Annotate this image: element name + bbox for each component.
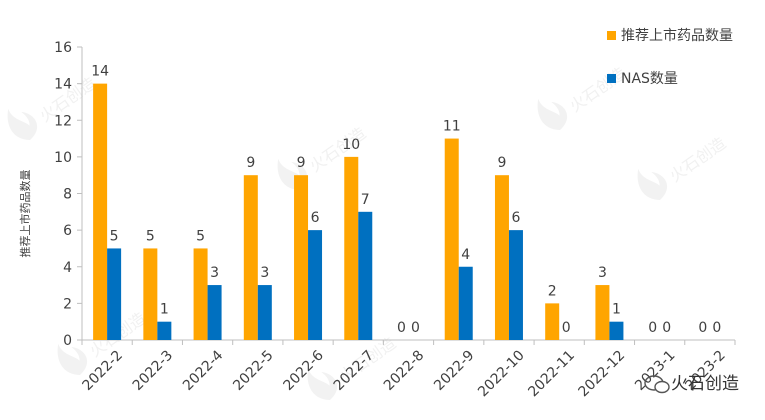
y-tick-label: 2 bbox=[63, 296, 72, 312]
bar-nas bbox=[157, 321, 172, 340]
legend-swatch bbox=[607, 74, 616, 83]
x-tick-label: 2022-10 bbox=[475, 348, 528, 401]
data-label: 5 bbox=[110, 228, 119, 244]
y-tick-label: 12 bbox=[54, 113, 72, 129]
data-label: 0 bbox=[698, 320, 707, 336]
data-label: 0 bbox=[712, 320, 721, 336]
data-label: 0 bbox=[397, 320, 406, 336]
bar-recommended bbox=[595, 285, 610, 340]
data-label: 9 bbox=[498, 155, 507, 171]
data-label: 2 bbox=[548, 283, 557, 299]
data-label: 9 bbox=[297, 155, 306, 171]
data-label: 0 bbox=[562, 320, 571, 336]
bar-recommended bbox=[143, 248, 158, 340]
bar-nas bbox=[609, 321, 624, 340]
data-label: 5 bbox=[146, 228, 155, 244]
y-tick-label: 4 bbox=[63, 260, 72, 276]
x-tick-label: 2022-4 bbox=[180, 347, 226, 393]
data-label: 7 bbox=[361, 192, 370, 208]
data-label: 0 bbox=[411, 320, 420, 336]
data-label: 0 bbox=[648, 320, 657, 336]
legend-label: 推荐上市药品数量 bbox=[621, 27, 733, 44]
data-label: 1 bbox=[612, 302, 621, 318]
bar-nas bbox=[257, 285, 272, 340]
data-label: 11 bbox=[443, 119, 461, 135]
bar-nas bbox=[508, 230, 523, 340]
watermark-logo: 火石创造 bbox=[537, 63, 629, 130]
x-tick-label: 2022-3 bbox=[130, 348, 176, 394]
data-label: 14 bbox=[91, 64, 109, 80]
watermark-text: 火石创造 bbox=[666, 133, 729, 185]
y-tick-label: 16 bbox=[54, 40, 72, 56]
flame-icon bbox=[637, 168, 668, 200]
bar-recommended bbox=[494, 175, 509, 340]
watermark-text: 火石创造 bbox=[566, 63, 629, 115]
data-label: 10 bbox=[342, 137, 360, 153]
x-tick-label: 2022-9 bbox=[431, 348, 477, 394]
data-label: 1 bbox=[160, 302, 169, 318]
x-tick-label: 2022-5 bbox=[230, 348, 276, 394]
bar-recommended bbox=[193, 248, 208, 340]
bars bbox=[93, 83, 624, 340]
flame-icon bbox=[7, 108, 38, 140]
bar-recommended bbox=[294, 175, 309, 340]
wechat-icon bbox=[644, 375, 670, 394]
bar-recommended bbox=[444, 138, 459, 340]
bar-nas bbox=[358, 211, 373, 340]
bar-nas bbox=[207, 285, 222, 340]
legend-swatch bbox=[607, 31, 616, 40]
watermark-logo: 火石创造 bbox=[7, 73, 99, 140]
bar-nas bbox=[308, 230, 323, 340]
data-label: 3 bbox=[210, 265, 219, 281]
data-label: 0 bbox=[662, 320, 671, 336]
x-tick-label: 2022-11 bbox=[525, 348, 578, 401]
bar-recommended bbox=[545, 303, 560, 340]
data-label: 4 bbox=[461, 247, 470, 263]
bar-nas bbox=[458, 266, 473, 340]
flame-icon bbox=[307, 368, 338, 400]
footer-watermark: 火石创造 bbox=[644, 374, 739, 394]
y-tick-label: 8 bbox=[63, 187, 72, 203]
y-tick-label: 6 bbox=[63, 223, 72, 239]
data-label: 9 bbox=[246, 155, 255, 171]
legend: 推荐上市药品数量 NAS数量 bbox=[607, 27, 733, 87]
data-label: 3 bbox=[598, 265, 607, 281]
y-axis-title: 推荐上市药品数量 bbox=[18, 170, 32, 258]
data-label: 3 bbox=[260, 265, 269, 281]
data-label: 6 bbox=[311, 210, 320, 226]
footer-watermark-text: 火石创造 bbox=[671, 374, 739, 394]
x-tick-label: 2022-12 bbox=[576, 348, 629, 401]
y-tick-label: 10 bbox=[54, 150, 72, 166]
bar-nas bbox=[107, 248, 122, 340]
y-tick-label: 14 bbox=[54, 77, 72, 93]
flame-icon bbox=[537, 98, 568, 130]
bar-recommended bbox=[93, 83, 108, 340]
legend-label: NAS数量 bbox=[621, 71, 678, 87]
bar-recommended bbox=[344, 156, 359, 340]
data-label: 5 bbox=[196, 228, 205, 244]
data-label: 6 bbox=[512, 210, 521, 226]
flame-icon bbox=[57, 343, 88, 375]
y-tick-label: 0 bbox=[63, 333, 72, 349]
wechat-bubble-small bbox=[654, 380, 670, 394]
bar-recommended bbox=[243, 175, 258, 340]
watermark-logo: 火石创造 bbox=[637, 133, 729, 200]
